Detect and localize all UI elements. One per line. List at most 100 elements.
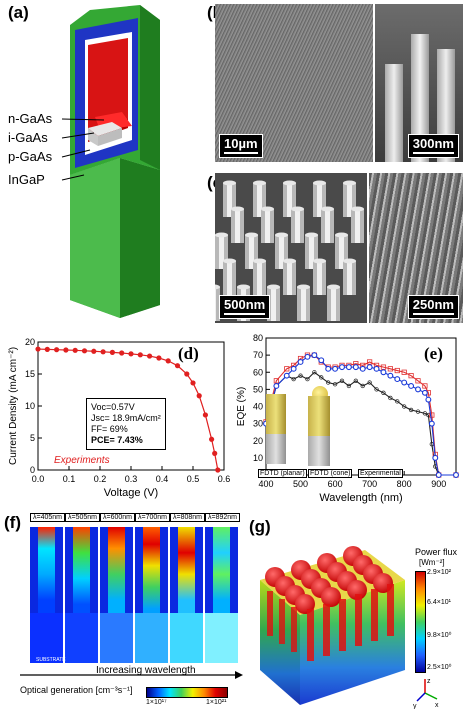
sem-pillar-top (343, 258, 356, 264)
chart-d-xtick-label: 0.2 (94, 474, 107, 484)
chart-d-xtick-label: 0.1 (63, 474, 76, 484)
power-flux-streak (267, 591, 273, 636)
chart-e-xtick-label: 500 (293, 479, 308, 489)
colorbar-f-max: 1×10²¹ (206, 699, 227, 706)
power-flux-dome (321, 587, 341, 607)
eqe-experimental-point (311, 352, 318, 359)
jv-data-point (35, 346, 41, 352)
eqe-fdtd-planar-point (319, 375, 324, 380)
power-flux-streak (291, 607, 297, 652)
increasing-wavelength-label: Increasing wavelength (96, 665, 196, 676)
panel-a: (a) n-GaAs i-GaAs p-GaAs InGaP (0, 0, 200, 320)
power-flux-3d-render (260, 546, 405, 705)
eqe-fdtd-planar-point (408, 407, 414, 413)
panel-b: (b) 10µm 300nm (205, 0, 463, 165)
sem-image-b-left: 10µm (215, 4, 373, 162)
eqe-experimental-point (339, 364, 345, 371)
chart-e-ytick-label: 60 (253, 367, 263, 377)
chart-d-xtick-label: 0.4 (156, 474, 169, 484)
colorbar-f-label: Optical generation [cm⁻³s⁻¹] (20, 685, 133, 695)
sem-pillar-array (215, 180, 364, 321)
sem-pillar-highlight (227, 183, 232, 217)
eqe-fdtd-planar-point (312, 370, 317, 375)
wavelength-label: λ=405nm (30, 513, 65, 522)
sem-pillar-highlight (317, 183, 322, 217)
eqe-fdtd-planar-point (360, 383, 365, 389)
generation-map-column: λ=505nm (65, 513, 100, 663)
colorbar-f-min: 1×10¹⁷ (146, 699, 167, 706)
inset-planar-structure (262, 394, 290, 468)
eqe-experimental-point (297, 359, 304, 365)
sem-pillar-highlight (355, 209, 360, 243)
eqe-experimental-point (435, 472, 442, 478)
eqe-fdtd-cone-point (429, 412, 435, 418)
label-i-gaas: i-GaAs (8, 130, 48, 145)
eqe-fdtd-planar-point (332, 382, 338, 387)
panel-label-g: (g) (249, 517, 271, 536)
eqe-experimental-point (283, 372, 290, 379)
sem-pillar-top (215, 232, 228, 238)
sem-pillar-top (321, 206, 334, 212)
eqe-experimental-point (380, 369, 387, 376)
scalebar-b-right: 300nm (407, 134, 459, 158)
chart-d-ytick-label: 10 (25, 401, 35, 411)
sem-pillar-highlight (331, 287, 336, 321)
generation-map-column: λ=892nm (205, 513, 240, 663)
chart-e-xtick-label: 600 (328, 479, 343, 489)
panel-g: (g) Power flux [Wm⁻²] (245, 505, 463, 710)
chart-e-ytick-label: 20 (253, 436, 263, 446)
jv-data-point (81, 348, 88, 354)
wavelength-label: λ=600nm (100, 513, 135, 522)
jv-data-point (137, 352, 143, 358)
eqe-experimental-point (366, 364, 373, 371)
legend-fdtd-cone: FDTD (cone) (308, 469, 353, 478)
sem-image-b-right: 300nm (375, 4, 463, 162)
sem-pillar-top (327, 284, 340, 290)
generation-map-substrate (100, 613, 133, 663)
sem-pillar-highlight (295, 209, 300, 243)
eqe-fdtd-cone-point (408, 373, 414, 379)
eqe-fdtd-planar-point (402, 404, 407, 409)
panel-label-f: (f) (4, 513, 21, 532)
eqe-experimental-point (352, 364, 359, 371)
power-flux-streak (323, 604, 330, 656)
jv-data-point (128, 351, 134, 357)
chart-e-ytick-label: 30 (253, 419, 263, 429)
chart-e-ytick-label: 80 (253, 333, 263, 343)
eqe-fdtd-planar-point (381, 390, 386, 395)
sem-pillar-highlight (271, 287, 276, 321)
chart-e-xtick-label: 900 (431, 479, 446, 489)
jv-data-point (196, 393, 202, 399)
chart-e-xtick-label: 700 (362, 479, 377, 489)
substrate-label: SUBSTRATE (36, 657, 66, 663)
chart-e-xlabel: Wavelength (nm) (319, 492, 402, 504)
eqe-fdtd-planar-point (339, 378, 345, 383)
sem-pillar-top (291, 206, 304, 212)
eqe-experimental-point (273, 382, 280, 389)
generation-map-substrate (205, 613, 238, 663)
jv-data-point (209, 436, 215, 442)
jv-data-point (72, 347, 78, 353)
pv-parameters-box: Voc=0.57V Jsc= 18.9mA/cm² FF= 69% PCE= 7… (86, 398, 166, 450)
wavelength-label: λ=700nm (135, 513, 170, 522)
sem-pillar-highlight (325, 209, 330, 243)
sem-pillar-top (267, 284, 280, 290)
eqe-fdtd-planar-point (346, 383, 352, 389)
eqe-experimental-point (415, 386, 421, 393)
power-flux-streak (339, 599, 346, 651)
sem-pillar-highlight (347, 183, 352, 217)
chart-e-xtick-label: 800 (397, 479, 412, 489)
chart-e-ytick-label: 50 (253, 384, 263, 394)
eqe-fdtd-cone-point (387, 366, 393, 372)
voc-value: Voc=0.57V (91, 402, 135, 412)
generation-map-wire (143, 527, 160, 613)
sem-pillar-top (253, 258, 266, 264)
eqe-experimental-point (290, 365, 297, 372)
scalebar-c-left: 500nm (219, 295, 271, 319)
panel-d: 0.0 0.1 0.2 0.3 0.4 0.5 0.6 0 5 10 15 20 Voltage (V)… (0, 330, 232, 505)
optical-generation-maps: λ=405nm λ=505nm λ=600nm λ=700nm λ=808nm λ=892… (30, 513, 240, 663)
eqe-experimental-point (359, 365, 366, 372)
eqe-experimental-point (421, 389, 428, 396)
eqe-experimental-point (432, 454, 439, 461)
chart-d-xtick-label: 0.6 (218, 474, 231, 484)
